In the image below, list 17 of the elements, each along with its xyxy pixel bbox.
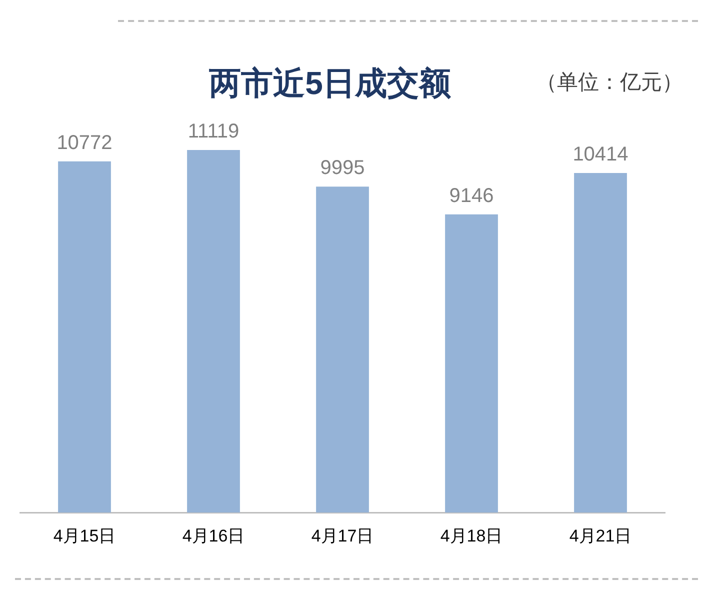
data-label: 9146 <box>449 184 494 207</box>
bar <box>316 186 369 513</box>
bar <box>574 172 627 513</box>
x-tick-label: 4月17日 <box>311 526 374 546</box>
data-label: 10772 <box>56 132 112 154</box>
data-label: 11119 <box>188 120 240 143</box>
bar <box>58 161 111 513</box>
x-tick-label: 4月21日 <box>569 526 632 546</box>
bar <box>445 214 498 513</box>
data-label: 10414 <box>572 144 628 166</box>
x-tick-label: 4月16日 <box>182 526 245 546</box>
x-tick-label: 4月15日 <box>53 526 116 546</box>
text: （单位：亿元） <box>536 70 683 96</box>
bar <box>187 150 240 513</box>
x-tick-label: 4月18日 <box>440 526 503 546</box>
chart-title: 两市近5日成交额 <box>209 65 451 101</box>
data-label: 9995 <box>320 157 365 180</box>
